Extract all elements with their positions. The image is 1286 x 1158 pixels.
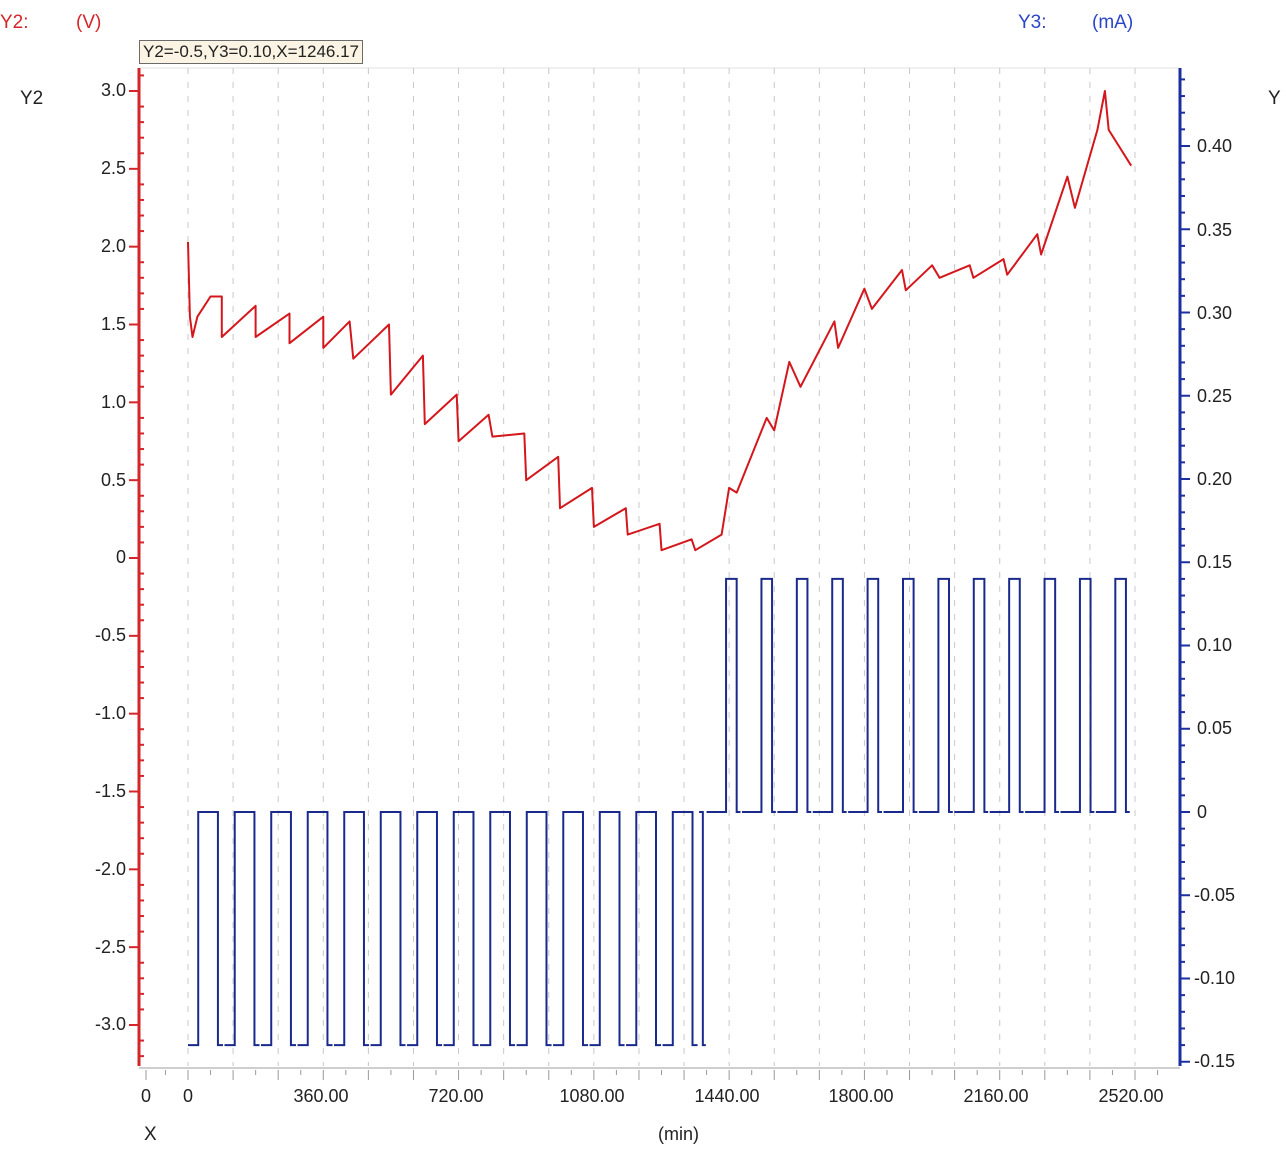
left-tick: -0.5 [94,625,126,645]
left-tick: -1.0 [94,703,126,723]
y2-unit-label: (V) [76,12,102,33]
right-tick: 0.15 [1197,552,1233,572]
right-tick: -0.05 [1194,885,1236,905]
y3-current-square-wave [706,577,1130,813]
x-tick: 1080.00 [559,1086,625,1106]
right-tick: 0.10 [1197,635,1233,655]
left-tick: -3.0 [94,1014,126,1034]
right-tick: 0.35 [1197,220,1233,240]
x-tick: 1800.00 [828,1086,894,1106]
cursor-readout: Y2=-0.5,Y3=0.10,X=1246.17 [139,40,363,64]
right-tick: 0.05 [1197,718,1233,738]
left-tick: -2.5 [94,937,126,957]
right-tick: -0.10 [1194,968,1236,988]
x-tick: 360.00 [293,1086,349,1106]
y3-series-label: Y3: [1018,12,1047,33]
x-tick: 1440.00 [694,1086,760,1106]
x-axis-title: X [144,1124,157,1145]
right-tick: 0 [1197,802,1208,822]
right-tick: -0.15 [1194,1051,1236,1071]
x-tick: 2160.00 [963,1086,1029,1106]
left-tick: -2.0 [94,859,126,879]
left-tick: 0 [115,547,126,567]
y3-transition-step [699,811,706,1047]
x-tick: 0 [140,1086,151,1106]
x-tick: 720.00 [428,1086,484,1106]
right-tick: 0.25 [1197,386,1233,406]
right-tick: 0.20 [1197,469,1233,489]
y3-unit-label: (mA) [1092,12,1134,33]
left-tick: 1.0 [100,392,126,412]
y2-voltage-line [187,90,1133,552]
right-axis-title: Y [1268,88,1281,109]
y2-series-label: Y2: [0,12,29,33]
left-tick: 0.5 [100,470,126,490]
left-tick: -1.5 [94,781,126,801]
left-tick: 2.5 [100,158,126,178]
x-tick: 2520.00 [1098,1086,1164,1106]
x-tick: 0 [182,1086,193,1106]
right-tick: 0.40 [1197,136,1233,156]
left-axis-title: Y2 [20,88,44,109]
left-tick: 1.5 [100,314,126,334]
left-tick: 3.0 [100,80,126,100]
y3-current-square-wave [188,811,698,1047]
x-axis-unit: (min) [658,1124,699,1144]
right-tick: 0.30 [1197,303,1233,323]
left-tick: 2.0 [100,236,126,256]
